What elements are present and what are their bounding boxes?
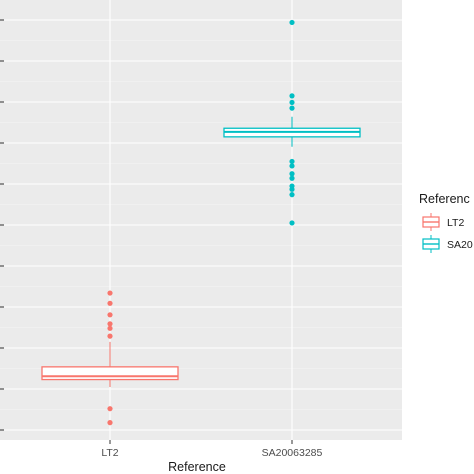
outlier-point (289, 105, 295, 111)
x-axis: LT2 SA20063285 (101, 440, 323, 459)
outlier-point (289, 183, 295, 189)
x-tick-label: SA20063285 (262, 447, 323, 459)
outlier-point (107, 300, 113, 306)
outlier-point (107, 290, 113, 296)
legend-label: SA20 (447, 239, 473, 251)
outlier-point (107, 312, 113, 318)
outlier-point (289, 192, 295, 198)
outlier-point (289, 19, 295, 26)
outlier-point (107, 321, 113, 327)
outlier-point (107, 406, 113, 412)
outlier-point (107, 420, 113, 426)
box-LT2 (41, 290, 179, 426)
outlier-point (107, 333, 113, 339)
outlier-point (289, 158, 295, 165)
legend-title: Referenc (419, 192, 470, 206)
outlier-point (289, 99, 295, 106)
box-SA20063285 (223, 19, 361, 226)
outlier-point (289, 175, 295, 181)
outlier-point (289, 93, 295, 99)
legend-item-SA20063285: SA20 (422, 235, 473, 253)
box-body (41, 366, 179, 381)
legend: Referenc LT2 SA20 (419, 192, 473, 253)
legend-items: LT2 SA20 (422, 213, 473, 253)
outlier-point (289, 163, 295, 169)
outlier-point (289, 220, 295, 226)
grid (0, 0, 402, 440)
legend-item-LT2: LT2 (422, 213, 464, 231)
x-axis-title: Reference (168, 460, 226, 474)
legend-label: LT2 (447, 217, 464, 229)
outlier-point (289, 171, 295, 177)
y-axis-ticks (0, 19, 4, 431)
outlier-point (107, 325, 113, 331)
x-tick-label: LT2 (101, 447, 118, 459)
boxes (41, 19, 361, 426)
